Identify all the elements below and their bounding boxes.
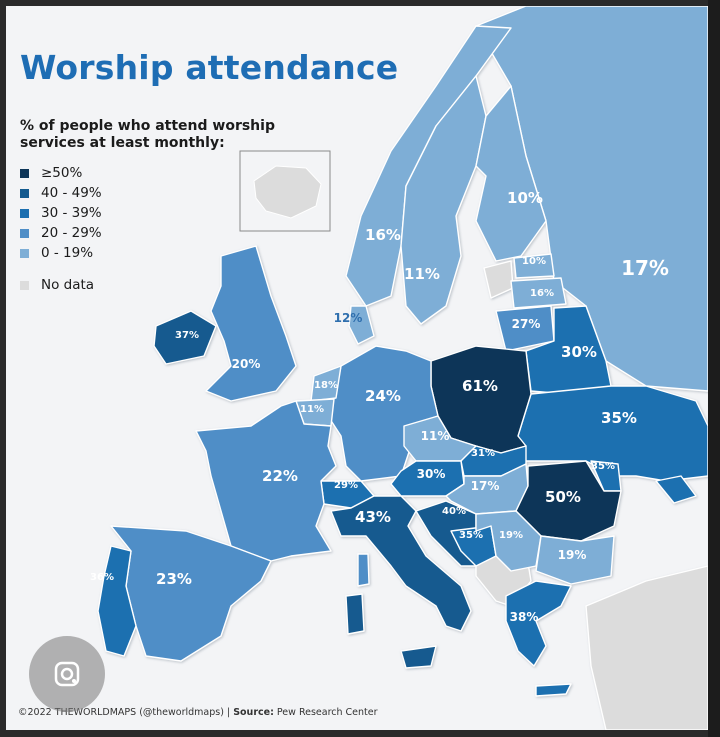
country-ireland — [153, 310, 217, 365]
lens-search-button[interactable] — [29, 636, 105, 712]
iceland-no-data — [253, 165, 322, 219]
legend-label: No data — [41, 277, 95, 293]
label-hungary: 17% — [470, 479, 500, 493]
legend-item-30-39: 30 - 39% — [20, 203, 102, 223]
label-moldova: 35% — [591, 461, 615, 472]
legend-title: % of people who attend worship services … — [20, 118, 275, 151]
label-croatia: 40% — [442, 506, 466, 517]
label-belarus: 30% — [561, 343, 597, 361]
legend-label: 20 - 29% — [41, 225, 102, 241]
label-estonia: 10% — [522, 256, 546, 267]
label-ukraine: 35% — [601, 409, 637, 427]
label-spain: 23% — [156, 570, 192, 588]
footer-source-label: Source: — [233, 707, 274, 718]
legend-swatch — [20, 188, 29, 198]
legend-swatch — [20, 248, 29, 258]
label-slovakia: 31% — [471, 448, 495, 459]
footer-source: Pew Research Center — [276, 707, 378, 718]
country-bulgaria — [535, 535, 615, 585]
label-greece: 38% — [509, 610, 539, 624]
footer-separator: | — [226, 707, 234, 718]
country-denmark — [348, 305, 375, 345]
country-netherlands — [310, 365, 342, 402]
right-edge-bar — [708, 0, 720, 737]
footer-credit-text: ©2022 THEWORLDMAPS (@theworldmaps) — [18, 707, 224, 718]
label-belgium: 11% — [300, 404, 324, 415]
label-ireland: 37% — [175, 330, 199, 341]
country-latvia — [510, 277, 567, 309]
label-poland: 61% — [462, 377, 498, 395]
legend-swatch — [20, 228, 29, 238]
legend-item-0-19: 0 - 19% — [20, 243, 102, 263]
region-no-data-east — [585, 565, 708, 730]
country-estonia — [513, 253, 555, 279]
country-france-corsica — [357, 553, 370, 587]
legend-item-no-data: No data — [20, 275, 102, 295]
legend-label: 30 - 39% — [41, 205, 102, 221]
label-denmark: 12% — [333, 311, 363, 325]
label-austria: 30% — [416, 467, 446, 481]
label-romania: 50% — [545, 488, 581, 506]
label-netherlands: 18% — [314, 380, 338, 391]
europe-map — [97, 6, 708, 730]
region-no-data-baltic — [483, 260, 514, 299]
country-italy — [330, 495, 472, 632]
country-italy-sardinia — [345, 593, 365, 635]
country-ukraine-crimea — [655, 475, 697, 504]
legend-label: 40 - 49% — [41, 185, 102, 201]
country-greece — [505, 580, 572, 667]
label-norway: 16% — [365, 226, 401, 244]
country-serbia — [475, 510, 542, 572]
label-sweden: 11% — [404, 265, 440, 283]
label-finland: 10% — [507, 189, 543, 207]
country-finland — [475, 85, 547, 262]
legend-item-20-29: 20 - 29% — [20, 223, 102, 243]
label-bosnia: 35% — [459, 530, 483, 541]
legend-label: 0 - 19% — [41, 245, 94, 261]
label-germany: 24% — [365, 387, 401, 405]
label-bulgaria: 19% — [557, 548, 587, 562]
label-france: 22% — [262, 467, 298, 485]
legend-item-50plus: ≥50% — [20, 163, 102, 183]
legend: ≥50% 40 - 49% 30 - 39% 20 - 29% 0 - 19% … — [20, 163, 102, 295]
country-romania — [515, 460, 622, 542]
lens-icon — [54, 661, 80, 687]
legend-label: ≥50% — [41, 165, 83, 181]
label-lithuania: 27% — [511, 317, 541, 331]
country-uk — [205, 245, 297, 402]
footer-credit: ©2022 THEWORLDMAPS (@theworldmaps) | Sou… — [18, 707, 378, 718]
label-portugal: 36% — [90, 572, 114, 583]
country-france — [195, 400, 337, 562]
label-uk: 20% — [231, 357, 261, 371]
label-italy: 43% — [355, 508, 391, 526]
map-title: Worship attendance — [20, 48, 399, 87]
country-sweden — [400, 75, 487, 325]
country-greece-crete — [535, 683, 572, 697]
legend-swatch — [20, 280, 29, 290]
label-russia: 17% — [621, 256, 669, 280]
country-portugal — [97, 545, 137, 657]
legend-swatch — [20, 168, 29, 178]
label-serbia: 19% — [499, 530, 523, 541]
label-switzerland: 29% — [334, 480, 358, 491]
label-czechia: 11% — [420, 429, 450, 443]
legend-swatch — [20, 208, 29, 218]
country-italy-sicily — [400, 645, 437, 669]
label-latvia: 16% — [530, 288, 554, 299]
map-poster: Worship attendance % of people who atten… — [6, 6, 708, 730]
legend-item-40-49: 40 - 49% — [20, 183, 102, 203]
